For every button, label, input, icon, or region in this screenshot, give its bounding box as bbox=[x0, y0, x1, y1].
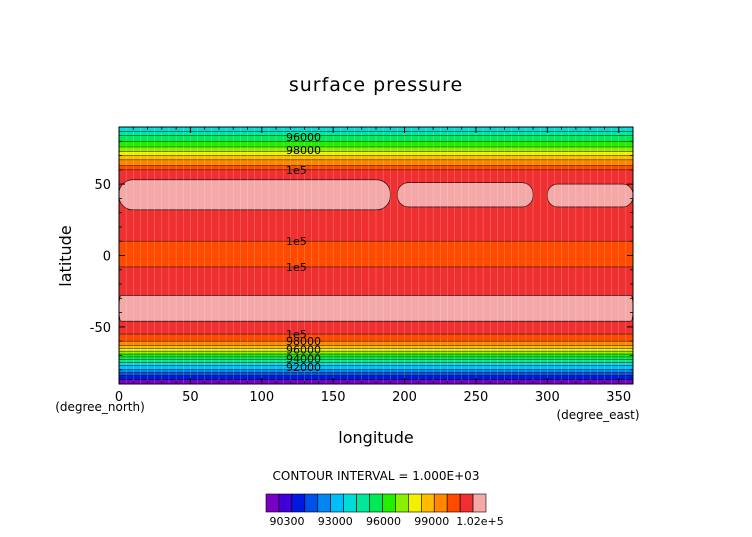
pressure-band bbox=[119, 159, 633, 166]
colorbar-swatch bbox=[408, 493, 422, 513]
pressure-band bbox=[119, 345, 633, 349]
contour-label: 94000 bbox=[286, 352, 321, 365]
x-tick-label: 250 bbox=[464, 390, 489, 405]
colorbar-swatch bbox=[459, 493, 474, 513]
colorbar-swatch bbox=[472, 493, 487, 513]
colorbar-label: 93000 bbox=[318, 515, 353, 528]
colorbar-swatch bbox=[395, 493, 409, 513]
colorbar-label: 90300 bbox=[270, 515, 305, 528]
colorbar-swatch bbox=[317, 493, 332, 513]
pressure-band bbox=[119, 141, 633, 147]
pressure-band bbox=[119, 365, 633, 370]
x-axis-unit: (degree_east) bbox=[556, 408, 639, 422]
x-tick-label: 0 bbox=[115, 390, 123, 405]
x-tick-label: 100 bbox=[249, 390, 274, 405]
pressure-band bbox=[119, 131, 633, 136]
x-tick-label: 200 bbox=[392, 390, 417, 405]
x-axis: 0 50 100 150 200 250 300 350 bbox=[115, 127, 631, 405]
pressure-band bbox=[119, 372, 633, 376]
contour-labels: 96000980001e51e51e51e5980009600094000920… bbox=[286, 131, 321, 374]
colorbar-labels: 90300 93000 96000 99000 1.02e+5 bbox=[270, 515, 504, 528]
pressure-band bbox=[119, 354, 633, 357]
pressure-band bbox=[119, 165, 633, 170]
y-tick-label: 50 bbox=[94, 178, 111, 193]
pressure-band bbox=[119, 362, 633, 366]
colorbar-swatch bbox=[433, 493, 448, 513]
pressure-band bbox=[119, 241, 633, 267]
contour-label: 1e5 bbox=[286, 261, 307, 274]
x-tick-label: 350 bbox=[606, 390, 631, 405]
x-tick-label: 50 bbox=[182, 390, 199, 405]
pressure-band bbox=[119, 151, 633, 156]
contour-label: 96000 bbox=[286, 344, 321, 357]
pressure-band bbox=[119, 341, 633, 346]
colorbar-swatch bbox=[356, 493, 370, 513]
pressure-band bbox=[119, 146, 633, 152]
contour-label: 98000 bbox=[286, 335, 321, 348]
contour-interval-text: CONTOUR INTERVAL = 1.000E+03 bbox=[273, 469, 480, 483]
pressure-band bbox=[119, 348, 633, 352]
colorbar-label: 96000 bbox=[366, 515, 401, 528]
colorbar-swatch bbox=[446, 493, 461, 513]
contour-label: 98000 bbox=[286, 144, 321, 157]
colorbar-swatch bbox=[420, 493, 435, 513]
high-pressure-regions bbox=[118, 179, 634, 322]
contour-label: 96000 bbox=[286, 131, 321, 144]
colorbar-swatch bbox=[343, 493, 357, 513]
y-axis: 50 0 -50 bbox=[90, 140, 633, 371]
colorbar-swatch bbox=[278, 493, 293, 513]
contour-label: 1e5 bbox=[286, 164, 307, 177]
colorbar-swatch bbox=[265, 493, 280, 513]
colorbar bbox=[265, 493, 487, 513]
colorbar-label: 1.02e+5 bbox=[456, 515, 503, 528]
pressure-band bbox=[119, 351, 633, 355]
contour-label: 92000 bbox=[286, 361, 321, 374]
contour-label: 1e5 bbox=[286, 235, 307, 248]
y-axis-unit: (degree_north) bbox=[55, 400, 145, 414]
colorbar-swatch bbox=[304, 493, 319, 513]
pressure-band bbox=[119, 155, 633, 160]
y-tick-label: 0 bbox=[103, 250, 111, 265]
pressure-band bbox=[119, 356, 633, 360]
colorbar-swatch bbox=[369, 493, 383, 513]
pressure-band bbox=[119, 369, 633, 373]
x-tick-label: 150 bbox=[321, 390, 346, 405]
contour-label: 1e5 bbox=[286, 328, 307, 341]
high-pressure-region bbox=[397, 182, 534, 208]
chart-title: surface pressure bbox=[289, 74, 463, 96]
x-tick-label: 300 bbox=[535, 390, 560, 405]
colorbar-swatch bbox=[382, 493, 396, 513]
x-axis-label: longitude bbox=[338, 428, 413, 447]
pressure-band bbox=[119, 135, 633, 142]
colorbar-swatch bbox=[330, 493, 344, 513]
colorbar-swatch bbox=[291, 493, 306, 513]
y-tick-label: -50 bbox=[90, 321, 111, 336]
pressure-band bbox=[119, 359, 633, 363]
y-axis-label: latitude bbox=[56, 225, 75, 286]
gridlines bbox=[125, 127, 627, 384]
colorbar-label: 99000 bbox=[414, 515, 449, 528]
pressure-band bbox=[119, 375, 633, 380]
pressure-band bbox=[119, 334, 633, 342]
